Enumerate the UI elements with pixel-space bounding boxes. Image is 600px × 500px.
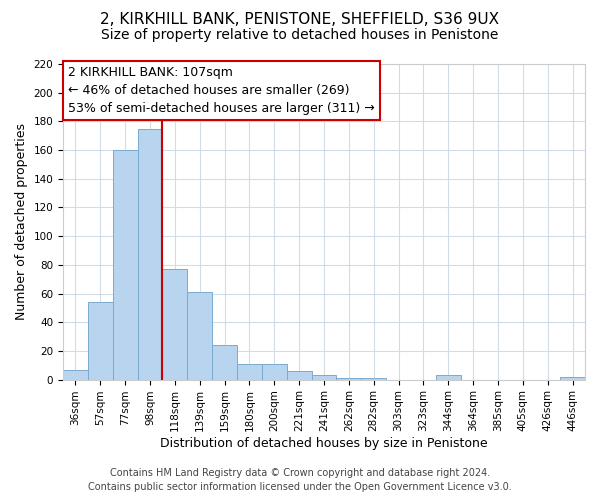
Bar bbox=[287, 371, 311, 380]
Y-axis label: Number of detached properties: Number of detached properties bbox=[15, 124, 28, 320]
Bar bbox=[212, 345, 237, 380]
Bar bbox=[88, 302, 113, 380]
Bar bbox=[311, 376, 337, 380]
Bar bbox=[187, 292, 212, 380]
X-axis label: Distribution of detached houses by size in Penistone: Distribution of detached houses by size … bbox=[160, 437, 488, 450]
Bar bbox=[560, 376, 585, 380]
Bar bbox=[137, 128, 163, 380]
Text: Contains HM Land Registry data © Crown copyright and database right 2024.
Contai: Contains HM Land Registry data © Crown c… bbox=[88, 468, 512, 492]
Bar bbox=[337, 378, 361, 380]
Bar bbox=[163, 269, 187, 380]
Bar bbox=[262, 364, 287, 380]
Bar bbox=[113, 150, 137, 380]
Bar bbox=[436, 376, 461, 380]
Text: 2, KIRKHILL BANK, PENISTONE, SHEFFIELD, S36 9UX: 2, KIRKHILL BANK, PENISTONE, SHEFFIELD, … bbox=[100, 12, 500, 28]
Text: 2 KIRKHILL BANK: 107sqm
← 46% of detached houses are smaller (269)
53% of semi-d: 2 KIRKHILL BANK: 107sqm ← 46% of detache… bbox=[68, 66, 375, 114]
Text: Size of property relative to detached houses in Penistone: Size of property relative to detached ho… bbox=[101, 28, 499, 42]
Bar bbox=[237, 364, 262, 380]
Bar bbox=[361, 378, 386, 380]
Bar bbox=[63, 370, 88, 380]
